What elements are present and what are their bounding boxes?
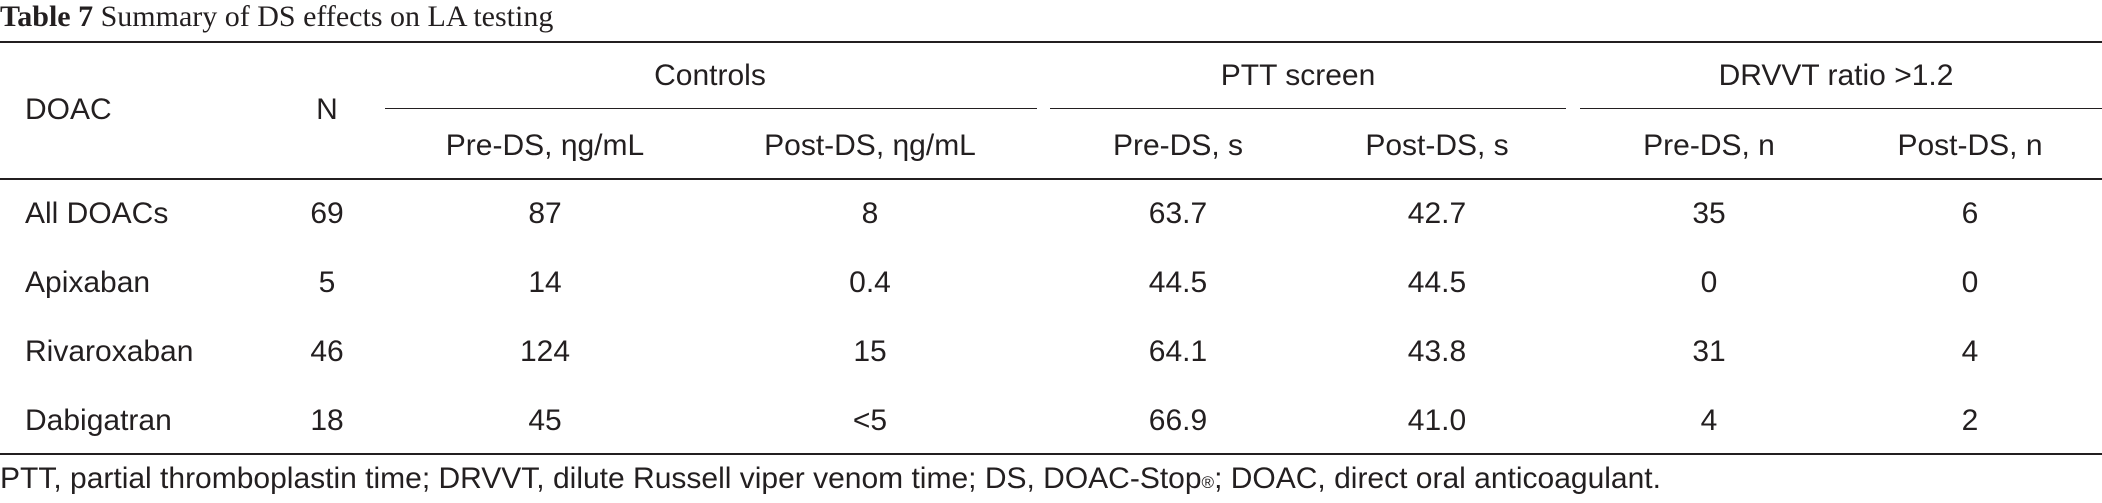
- table-cell-doac: Apixaban: [25, 266, 151, 299]
- subheader-controls-post: Post-DS, ηg/mL: [764, 129, 976, 162]
- group-underline-ptt: [1050, 108, 1566, 109]
- top-rule: [0, 41, 2102, 43]
- table-cell-ptt-post: 42.7: [1407, 197, 1467, 230]
- table-footnote: PTT, partial thromboplastin time; DRVVT,…: [0, 460, 1661, 498]
- table-caption: Table 7 Summary of DS effects on LA test…: [0, 0, 553, 40]
- table-label: Table 7: [0, 0, 94, 33]
- table-cell-controls-post: 15: [853, 335, 887, 368]
- table-cell-n: 69: [310, 197, 344, 230]
- table-cell-ptt-post: 44.5: [1407, 266, 1467, 299]
- table-cell-controls-pre: 14: [528, 266, 562, 299]
- table-cell-drvvt-pre: 4: [1700, 404, 1718, 437]
- subheader-ptt-post: Post-DS, s: [1365, 129, 1509, 162]
- table-cell-controls-pre: 87: [528, 197, 562, 230]
- table-cell-ptt-post: 41.0: [1407, 404, 1467, 437]
- table-cell-drvvt-post: 6: [1961, 197, 1979, 230]
- table-cell-ptt-post: 43.8: [1407, 335, 1467, 368]
- group-header-ptt: PTT screen: [1220, 59, 1376, 92]
- table-cell-doac: Dabigatran: [25, 404, 172, 437]
- subheader-drvvt-post: Post-DS, n: [1897, 129, 2043, 162]
- table-cell-doac: Rivaroxaban: [25, 335, 194, 368]
- header-rule: [0, 178, 2102, 180]
- table-cell-ptt-pre: 66.9: [1148, 404, 1208, 437]
- header-doac: DOAC: [25, 93, 112, 126]
- table-cell-controls-post: <5: [852, 404, 888, 437]
- table-cell-ptt-pre: 63.7: [1148, 197, 1208, 230]
- table-cell-controls-post: 0.4: [849, 266, 891, 299]
- table-cell-controls-post: 8: [861, 197, 879, 230]
- table-cell-drvvt-post: 2: [1961, 404, 1979, 437]
- subheader-ptt-pre: Pre-DS, s: [1112, 129, 1244, 162]
- table-cell-doac: All DOACs: [25, 197, 169, 230]
- table-cell-drvvt-pre: 0: [1700, 266, 1718, 299]
- table-cell-n: 18: [310, 404, 344, 437]
- table-cell-drvvt-post: 4: [1961, 335, 1979, 368]
- table-cell-controls-pre: 124: [519, 335, 571, 368]
- group-underline-drvvt: [1580, 108, 2102, 109]
- table-cell-drvvt-pre: 35: [1692, 197, 1726, 230]
- header-n: N: [316, 93, 338, 126]
- group-header-drvvt: DRVVT ratio >1.2: [1718, 59, 1954, 92]
- table-cell-n: 46: [310, 335, 344, 368]
- subheader-drvvt-pre: Pre-DS, n: [1643, 129, 1775, 162]
- table-cell-drvvt-pre: 31: [1692, 335, 1726, 368]
- table-cell-n: 5: [318, 266, 336, 299]
- registered-mark: ®: [1201, 473, 1215, 492]
- footnote-text: PTT, partial thromboplastin time; DRVVT,…: [0, 462, 1202, 495]
- table-cell-drvvt-post: 0: [1961, 266, 1979, 299]
- table-title: Summary of DS effects on LA testing: [100, 0, 554, 33]
- table-cell-ptt-pre: 64.1: [1148, 335, 1208, 368]
- footnote-text-end: ; DOAC, direct oral anticoagulant.: [1214, 462, 1661, 495]
- subheader-controls-pre: Pre-DS, ηg/mL: [445, 129, 645, 162]
- bottom-rule: [0, 453, 2102, 455]
- table-cell-ptt-pre: 44.5: [1148, 266, 1208, 299]
- table-cell-controls-pre: 45: [528, 404, 562, 437]
- group-header-controls: Controls: [654, 59, 766, 92]
- group-underline-controls: [385, 108, 1037, 109]
